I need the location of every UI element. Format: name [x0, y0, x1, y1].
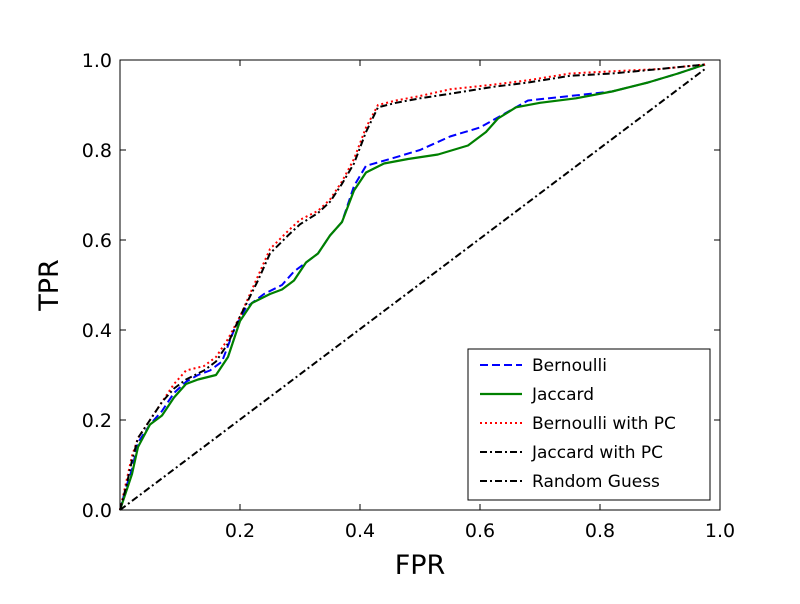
- x-tick-label: 0.4: [345, 520, 375, 542]
- y-tick-label: 0.8: [82, 140, 112, 162]
- y-tick-label: 1.0: [82, 50, 112, 72]
- x-axis-label: FPR: [395, 550, 446, 581]
- series-line-random-guess: [119, 68, 706, 511]
- x-tick-label: 1.0: [705, 520, 735, 542]
- legend-label-random-guess: Random Guess: [532, 472, 660, 492]
- legend-label-bernoulli: Bernoulli: [532, 356, 607, 376]
- legend-label-jaccard-with-pc: Jaccard with PC: [531, 443, 663, 463]
- legend-label-bernoulli-with-pc: Bernoulli with PC: [532, 414, 676, 434]
- x-tick-label: 0.8: [585, 520, 615, 542]
- legend-label-jaccard: Jaccard: [531, 385, 594, 405]
- plot-frame: [119, 59, 721, 511]
- legend: Bernoulli Jaccard Bernoulli with PC Jaccard…: [467, 348, 711, 501]
- series-layer: [118, 63, 706, 511]
- y-tick-label: 0.4: [82, 320, 112, 342]
- tick-layer: 0.2 0.4 0.6 0.8 1.0 0.0 0.2 0.4 0.6 0.8 1.0: [82, 50, 735, 542]
- y-tick-label: 0.2: [82, 410, 112, 432]
- series-line-jaccard: [118, 63, 706, 511]
- y-tick-label: 0.6: [82, 230, 112, 252]
- x-tick-label: 0.6: [465, 520, 495, 542]
- y-axis-label: TPR: [34, 259, 65, 312]
- legend-box: [467, 348, 711, 501]
- x-tick-label: 0.2: [225, 520, 255, 542]
- y-tick-label: 0.0: [82, 500, 112, 522]
- series-line-jaccard-with-pc: [119, 63, 706, 511]
